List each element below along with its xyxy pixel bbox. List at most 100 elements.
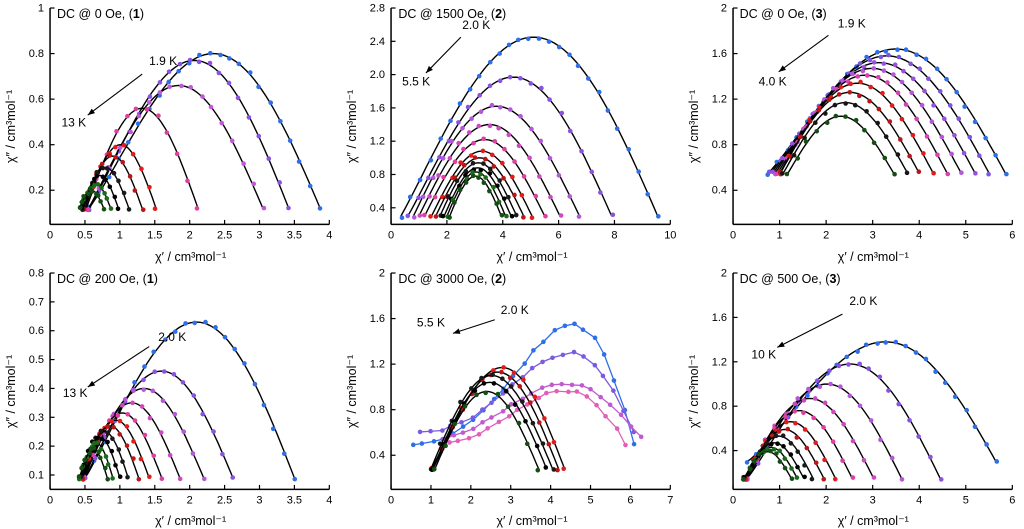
svg-text:4.0 K: 4.0 K [758, 74, 786, 88]
svg-text:2: 2 [379, 267, 385, 279]
svg-text:0.1: 0.1 [29, 469, 44, 481]
cole-cole-plot-1: 0 0.5 1 1.5 2 2.5 3 3.5 4 0.2 0.4 0.6 0.8 1 1.9 K 13 K [29, 3, 333, 242]
x-axis-label: χ′ / cm³mol⁻¹ [496, 514, 568, 528]
x-axis-label: χ′ / cm³mol⁻¹ [496, 249, 568, 264]
x-axis-label: χ′ / cm³mol⁻¹ [155, 514, 227, 528]
cole-cole-plot-3: 0 1 2 3 4 5 6 0.4 0.8 1.2 1.6 2 1.9 K 4.0 K [711, 3, 1015, 242]
svg-text:13 K: 13 K [63, 386, 88, 400]
svg-text:1: 1 [117, 229, 123, 241]
svg-text:0: 0 [730, 494, 736, 506]
svg-text:0.4: 0.4 [370, 449, 385, 461]
svg-text:0.4: 0.4 [711, 445, 726, 457]
svg-text:1.9 K: 1.9 K [837, 16, 865, 30]
svg-text:5: 5 [962, 229, 968, 241]
title-text: DC @ 3000 Oe, ( [398, 271, 496, 286]
svg-text:4: 4 [326, 494, 332, 506]
svg-text:1: 1 [776, 494, 782, 506]
cole-cole-plot-2: 0 2 4 6 8 10 0.4 0.8 1.2 1.6 2.0 2.4 2.8 2.0 K 5.5 K [370, 3, 677, 242]
svg-text:0.8: 0.8 [370, 404, 385, 416]
panel-dc3000-compound2: 0 1 2 3 4 5 6 7 0.4 0.8 1.2 1.6 2 2.0 K 5.5 K DC @ 300… [341, 265, 682, 529]
x-axis-label: χ′ / cm³mol⁻¹ [837, 514, 909, 528]
svg-text:3: 3 [256, 494, 262, 506]
panel-title: DC @ 0 Oe, (1) [57, 7, 144, 21]
svg-text:7: 7 [668, 494, 674, 506]
compound-number: 1 [146, 271, 154, 286]
svg-text:0.7: 0.7 [29, 296, 44, 308]
svg-text:0.5: 0.5 [77, 229, 92, 241]
svg-text:4: 4 [326, 229, 332, 241]
y-axis-label: χ″ / cm³mol⁻¹ [4, 89, 18, 163]
svg-text:2: 2 [823, 494, 829, 506]
panel-dc200-compound1: 0 0.5 1 1.5 2 2.5 3 3.5 4 0.1 0.2 0.3 0.4 0.5 0.6 0.7 0.… [0, 265, 341, 529]
svg-text:0.8: 0.8 [370, 169, 385, 181]
panel-title: DC @ 1500 Oe, (2) [398, 7, 506, 21]
svg-text:2.0 K: 2.0 K [158, 329, 186, 343]
svg-text:10 K: 10 K [751, 347, 776, 361]
svg-text:0.5: 0.5 [77, 494, 92, 506]
svg-text:1.2: 1.2 [711, 94, 726, 106]
svg-text:0: 0 [388, 494, 394, 506]
svg-text:0.4: 0.4 [370, 202, 385, 214]
svg-text:6: 6 [1009, 229, 1015, 241]
svg-text:2.0 K: 2.0 K [849, 294, 877, 308]
title-text: DC @ 0 Oe, ( [739, 7, 816, 21]
svg-text:2.5: 2.5 [217, 229, 232, 241]
svg-text:1.5: 1.5 [147, 494, 162, 506]
panel-title: DC @ 3000 Oe, (2) [398, 272, 506, 286]
svg-text:5: 5 [588, 494, 594, 506]
panel-dc0-compound3: 0 1 2 3 4 5 6 0.4 0.8 1.2 1.6 2 1.9 K 4.0 K DC @ 0 Oe… [683, 0, 1024, 265]
title-text-end: ) [502, 271, 507, 286]
svg-text:2.8: 2.8 [370, 3, 385, 15]
svg-text:0.4: 0.4 [29, 139, 44, 151]
compound-number: 3 [829, 271, 837, 286]
svg-text:0.8: 0.8 [711, 400, 726, 412]
panel-dc1500-compound2: 0 2 4 6 8 10 0.4 0.8 1.2 1.6 2.0 2.4 2.8 2.0 K 5.5 K D… [341, 0, 682, 265]
svg-text:0.5: 0.5 [29, 354, 44, 366]
svg-text:0: 0 [47, 229, 53, 241]
svg-text:3.5: 3.5 [287, 229, 302, 241]
svg-text:2.4: 2.4 [370, 36, 385, 48]
svg-text:2.0 K: 2.0 K [463, 18, 491, 32]
svg-text:0.2: 0.2 [29, 185, 44, 197]
svg-text:0.4: 0.4 [29, 382, 44, 394]
svg-text:2: 2 [187, 229, 193, 241]
title-text: DC @ 200 Oe, ( [57, 271, 147, 286]
svg-text:6: 6 [1009, 494, 1015, 506]
svg-text:4: 4 [916, 494, 922, 506]
svg-text:6: 6 [556, 229, 562, 241]
title-text-end: ) [139, 7, 145, 21]
title-text-end: ) [836, 271, 841, 286]
svg-text:4: 4 [500, 229, 506, 241]
panel-title: DC @ 0 Oe, (3) [740, 7, 827, 21]
panel-dc500-compound3: 0 1 2 3 4 5 6 0.4 0.8 1.2 1.6 2 2.0 K 10 K DC @ 500 O… [683, 265, 1024, 529]
svg-text:5.5 K: 5.5 K [403, 74, 431, 88]
cole-cole-plot-6: 0 1 2 3 4 5 6 0.4 0.8 1.2 1.6 2 2.0 K 10 K [711, 267, 1015, 506]
title-text: DC @ 1500 Oe, ( [398, 7, 496, 21]
svg-text:3: 3 [256, 229, 262, 241]
y-axis-label: χ″ / cm³mol⁻¹ [686, 354, 701, 428]
svg-text:2.5: 2.5 [217, 494, 232, 506]
svg-text:3: 3 [869, 494, 875, 506]
compound-number: 3 [815, 7, 823, 21]
svg-text:8: 8 [612, 229, 618, 241]
svg-text:2: 2 [823, 229, 829, 241]
title-text-end: ) [502, 7, 507, 21]
svg-text:0.3: 0.3 [29, 411, 44, 423]
svg-text:3.5: 3.5 [287, 494, 302, 506]
panel-dc0-compound1: 0 0.5 1 1.5 2 2.5 3 3.5 4 0.2 0.4 0.6 0.8 1 1.9 K 13 K … [0, 0, 341, 265]
svg-text:10: 10 [665, 229, 677, 241]
svg-text:1.2: 1.2 [711, 356, 726, 368]
compound-number: 1 [132, 7, 140, 21]
svg-text:5.5 K: 5.5 K [417, 315, 445, 329]
compound-number: 2 [495, 271, 503, 286]
y-axis-label: χ″ / cm³mol⁻¹ [4, 354, 18, 428]
svg-text:1.6: 1.6 [711, 311, 726, 323]
svg-text:1.5: 1.5 [147, 229, 162, 241]
svg-text:3: 3 [869, 229, 875, 241]
svg-text:0: 0 [47, 494, 53, 506]
svg-text:0.4: 0.4 [711, 185, 726, 197]
svg-text:2: 2 [444, 229, 450, 241]
svg-text:6: 6 [628, 494, 634, 506]
svg-text:2: 2 [187, 494, 193, 506]
